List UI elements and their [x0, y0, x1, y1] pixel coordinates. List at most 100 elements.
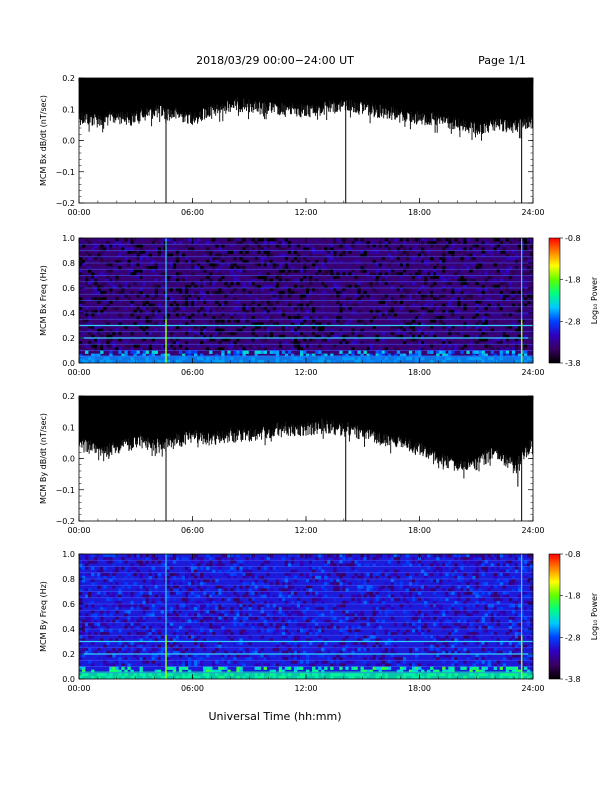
spectrogram-cell	[387, 597, 392, 602]
spectrogram-cell	[402, 269, 407, 273]
spectrogram-cell	[354, 341, 358, 345]
spectrogram-cell	[203, 338, 207, 342]
spectrogram-cell	[315, 579, 319, 583]
spectrogram-cell	[339, 328, 343, 333]
spectrogram-cell	[109, 654, 113, 658]
spectrogram-cell	[327, 256, 331, 261]
spectrogram-cell	[184, 341, 189, 345]
spectrogram-cell	[408, 338, 413, 342]
spectrogram-cell	[345, 353, 349, 358]
spectrogram-cell	[402, 247, 407, 251]
spectrogram-cell	[478, 350, 482, 354]
spectrogram-cell	[127, 610, 131, 614]
spectrogram-cell	[178, 253, 183, 258]
spectrogram-cell	[296, 635, 301, 639]
spectrogram-cell	[106, 582, 110, 586]
spectrogram-cell	[529, 331, 533, 336]
spectrogram-cell	[175, 632, 180, 636]
spectrogram-cell	[424, 281, 428, 286]
spectrogram-cell	[224, 331, 228, 336]
spectrogram-cell	[445, 353, 449, 358]
spectrogram-cell	[287, 594, 292, 599]
spectrogram-cell	[287, 294, 292, 298]
spectrogram-cell	[218, 253, 222, 258]
spectrogram-cell	[251, 238, 255, 242]
spectrogram-cell	[212, 622, 216, 627]
spectrogram-cell	[411, 319, 416, 323]
spectrogram-cell	[296, 325, 301, 329]
spectrogram-cell	[94, 344, 98, 348]
spectrogram-cell	[157, 313, 162, 317]
spectrogram-cell	[436, 272, 440, 276]
spectrogram-cell	[178, 288, 183, 292]
spectrogram-cell	[402, 331, 407, 336]
spectrogram-cell	[254, 297, 258, 301]
spectrogram-cell	[363, 638, 367, 642]
spectrogram-cell	[127, 663, 131, 667]
spectrogram-cell	[103, 253, 107, 258]
spectrogram-cell	[221, 610, 225, 614]
spectrogram-cell	[315, 616, 319, 620]
spectrogram-cell	[290, 250, 295, 254]
spectrogram-cell	[378, 575, 382, 580]
spectrogram-cell	[306, 291, 310, 295]
spectrogram-cell	[215, 291, 219, 295]
spectrogram-cell	[124, 582, 128, 586]
spectrogram-cell	[248, 635, 252, 639]
spectrogram-cell	[284, 256, 289, 261]
spectrogram-cell	[154, 638, 158, 642]
spectrogram-cell	[206, 613, 210, 617]
spectrogram-cell	[136, 607, 140, 611]
spectrogram-cell	[318, 278, 322, 283]
spectrogram-cell	[284, 563, 289, 567]
spectrogram-cell	[508, 284, 513, 289]
spectrogram-cell	[266, 297, 270, 301]
spectrogram-cell	[490, 350, 494, 354]
spectrogram-cell	[393, 650, 398, 655]
spectrogram-cell	[166, 278, 171, 283]
spectrogram-cell	[245, 284, 249, 289]
spectrogram-cell	[194, 297, 198, 301]
spectrogram-cell	[278, 247, 283, 251]
spectrogram-cell	[197, 309, 201, 314]
spectrogram-cell	[424, 334, 428, 339]
spectrogram-cell	[357, 266, 361, 270]
spectrogram-cell	[436, 344, 440, 348]
spectrogram-cell	[318, 597, 322, 602]
spectrogram-cell	[514, 275, 519, 279]
spectrogram-cell	[151, 322, 155, 326]
spectrogram-cell	[327, 250, 331, 254]
spectrogram-cell	[163, 563, 168, 567]
spectrogram-cell	[82, 325, 86, 329]
spectrogram-cell	[236, 313, 240, 317]
spectrogram-cell	[112, 585, 116, 589]
spectrogram-cell	[336, 557, 340, 561]
spectrogram-cell	[520, 250, 525, 254]
spectrogram-cell	[248, 572, 252, 577]
spectrogram-cell	[339, 650, 343, 655]
spectrogram-cell	[272, 616, 277, 620]
spectrogram-cell	[121, 635, 125, 639]
spectrogram-cell	[97, 625, 101, 630]
spectrogram-cell	[127, 241, 131, 245]
spectrogram-cell	[333, 344, 337, 348]
spectrogram-cell	[375, 591, 379, 595]
spectrogram-cell	[85, 256, 89, 261]
spectrogram-cell	[272, 594, 277, 599]
spectrogram-cell	[421, 238, 425, 242]
spectrogram-cell	[366, 585, 370, 589]
spectrogram-cell	[466, 250, 470, 254]
spectrogram-cell	[142, 607, 146, 611]
spectrogram-cell	[484, 325, 488, 329]
spectrogram-cell	[133, 644, 137, 649]
spectrogram-cell	[245, 588, 249, 592]
spectrogram-cell	[263, 247, 267, 251]
spectrogram-cell	[151, 269, 155, 273]
spectrogram-cell	[169, 625, 174, 630]
spectrogram-cell	[200, 582, 204, 586]
spectrogram-cell	[284, 619, 289, 624]
spectrogram-cell	[293, 259, 298, 264]
spectrogram-cell	[112, 328, 116, 333]
spectrogram-cell	[296, 256, 301, 261]
spectrogram-cell	[224, 660, 228, 664]
